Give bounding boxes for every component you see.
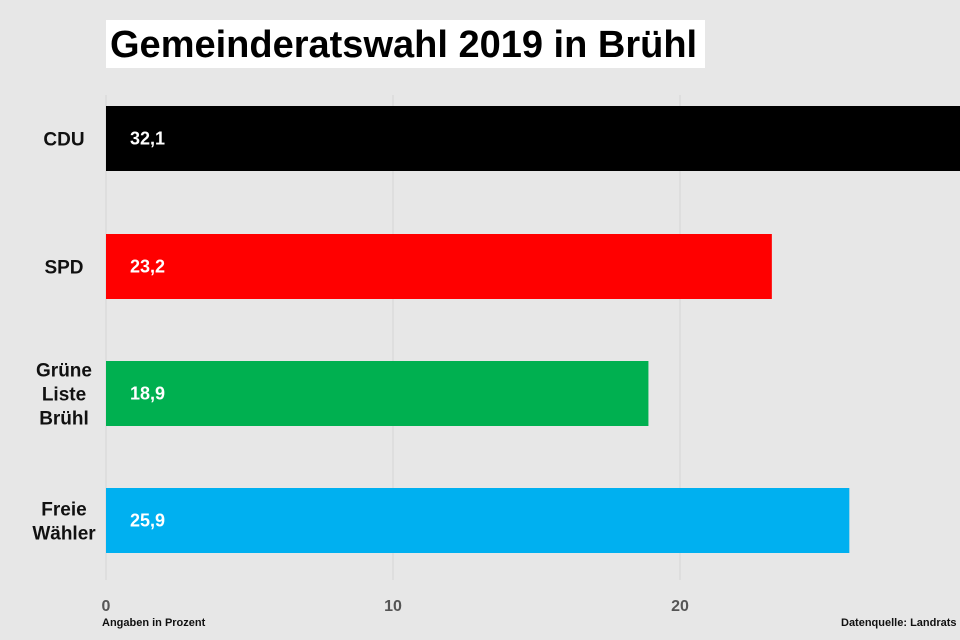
category-label: Wähler <box>32 524 96 545</box>
bar <box>106 361 649 426</box>
source-note: Datenquelle: Landrats <box>841 617 957 629</box>
x-tick-label: 20 <box>671 598 689 615</box>
data-label: 25,9 <box>130 511 165 531</box>
x-tick-label: 10 <box>384 598 402 615</box>
bar <box>106 106 960 171</box>
category-label: Freie <box>41 500 86 521</box>
category-label: Brühl <box>39 409 89 430</box>
category-label: Liste <box>42 385 86 406</box>
data-label: 32,1 <box>130 129 165 149</box>
x-tick-label: 0 <box>102 598 111 615</box>
chart-title: Gemeinderatswahl 2019 in Brühl <box>106 20 706 68</box>
bar <box>106 488 850 553</box>
x-axis-label: Angaben in Prozent <box>102 617 206 629</box>
bar <box>106 234 772 299</box>
category-label: SPD <box>44 258 83 279</box>
category-label: Grüne <box>36 361 92 382</box>
data-label: 18,9 <box>130 384 165 404</box>
category-label: CDU <box>43 130 84 151</box>
data-label: 23,2 <box>130 257 165 277</box>
